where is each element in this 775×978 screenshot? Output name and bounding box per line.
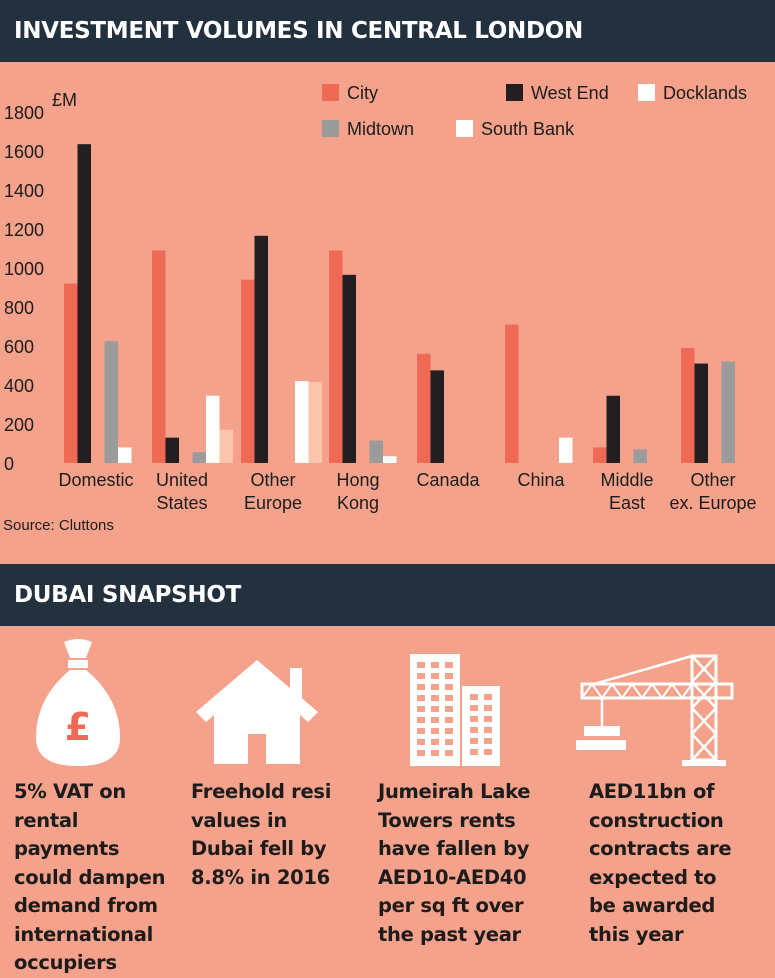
bar: [254, 235, 268, 463]
source-note: Source: Cluttons: [3, 517, 114, 534]
legend: City West End Docklands Midtown South Bank: [322, 83, 747, 139]
svg-text:£: £: [65, 705, 91, 749]
crane-icon: [576, 654, 734, 766]
y-tick-label: 1200: [4, 220, 44, 240]
bar: [192, 452, 206, 463]
x-tick-label: Other: [690, 470, 735, 490]
y-tick-label: 1600: [4, 142, 44, 162]
bar: [342, 274, 356, 463]
legend-swatch: [322, 120, 339, 137]
bar: [430, 370, 444, 463]
y-tick-label: 1400: [4, 181, 44, 201]
skyscraper-icon: [410, 654, 500, 766]
bar: [165, 437, 179, 463]
bar: [219, 429, 233, 463]
bar: [559, 437, 573, 463]
snapshot-text-freehold: Freehold resi values in Dubai fell by 8.8% …: [191, 780, 332, 889]
x-tick-label: Europe: [244, 493, 302, 513]
x-tick-label: Canada: [416, 470, 480, 490]
bar: [606, 395, 620, 463]
y-tick-label: 600: [4, 337, 34, 357]
x-tick-label: East: [609, 493, 645, 513]
bar: [329, 250, 343, 463]
x-tick-label: ex. Europe: [669, 493, 756, 513]
legend-swatch: [638, 84, 655, 101]
legend-label: City: [347, 83, 378, 103]
bar: [77, 144, 91, 464]
x-tick-label: Other: [250, 470, 295, 490]
bar: [118, 447, 132, 463]
bar: [295, 381, 309, 463]
bar: [308, 382, 322, 463]
y-tick-label: 1000: [4, 259, 44, 279]
y-tick-label: 800: [4, 298, 34, 318]
bar: [241, 279, 255, 463]
legend-swatch: [506, 84, 523, 101]
y-tick-label: 200: [4, 415, 34, 435]
bar: [593, 447, 607, 463]
chart-title: INVESTMENT VOLUMES IN CENTRAL LONDON: [0, 0, 775, 62]
x-tick-label: Domestic: [58, 470, 133, 490]
x-tick-label: United: [156, 470, 208, 490]
legend-swatch: [322, 84, 339, 101]
y-axis: £M 0 200 400 600 800 1000 1200 1400 1600 1800: [4, 90, 77, 474]
x-tick-label: States: [156, 493, 207, 513]
legend-label: Midtown: [347, 119, 414, 139]
bar: [104, 341, 118, 463]
bar: [721, 361, 735, 463]
section-title: DUBAI SNAPSHOT: [0, 564, 775, 626]
bar: [152, 250, 166, 463]
x-tick-label: China: [517, 470, 565, 490]
bar: [681, 347, 695, 463]
y-tick-label: 0: [4, 454, 14, 474]
x-axis-labels: Domestic United States Other Europe Hong Kong C…: [58, 470, 756, 513]
money-bag-icon: £: [36, 639, 120, 766]
house-icon: [196, 660, 318, 764]
snapshot-text-jlt: Jumeirah Lake Towers rents have fallen by A…: [378, 780, 531, 946]
x-tick-label: Kong: [337, 493, 379, 513]
y-tick-label: 1800: [4, 103, 44, 123]
bar: [64, 283, 78, 463]
bar: [206, 395, 220, 463]
y-tick-label: 400: [4, 376, 34, 396]
legend-swatch: [456, 120, 473, 137]
x-tick-label: Hong: [336, 470, 379, 490]
legend-label: South Bank: [481, 119, 575, 139]
snapshot-text-vat: 5% VAT on rental payments could dampen dema…: [14, 780, 166, 974]
legend-label: Docklands: [663, 83, 747, 103]
bar: [633, 449, 647, 463]
legend-label: West End: [531, 83, 609, 103]
bar: [694, 363, 708, 463]
bar: [417, 353, 431, 463]
bar: [369, 440, 383, 463]
bars: [64, 144, 735, 464]
snapshot-text-construction: AED11bn of construction contracts are expec…: [589, 780, 732, 946]
bar: [383, 456, 397, 463]
bar-chart: £M 0 200 400 600 800 1000 1200 1400 1600 1800 Dome…: [4, 83, 757, 513]
bar: [505, 324, 519, 463]
x-tick-label: Middle: [600, 470, 653, 490]
y-unit-label: £M: [52, 90, 77, 110]
